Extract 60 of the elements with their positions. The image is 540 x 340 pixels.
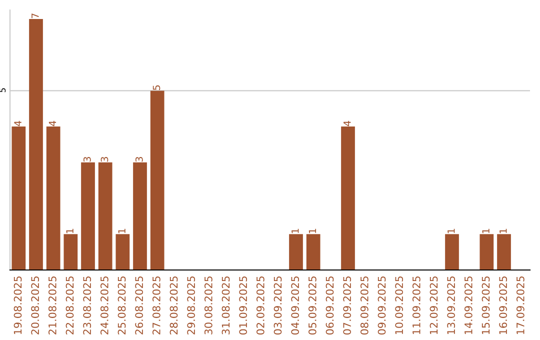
data-label: 4 — [344, 120, 351, 126]
data-label: 3 — [83, 157, 91, 162]
data-label: 1 — [292, 228, 299, 234]
x-tick-label: 12.09.2025 — [430, 276, 438, 334]
x-tick-label: 23.08.2025 — [83, 276, 92, 334]
x-tick-label: 30.08.2025 — [204, 276, 212, 334]
x-tick-label: 01.09.2025 — [239, 276, 248, 335]
data-label: 1 — [118, 228, 126, 234]
x-tick-label: 21.08.2025 — [48, 276, 56, 334]
x-tick-label: 28.08.2025 — [170, 276, 178, 334]
bar — [29, 18, 43, 270]
bar — [341, 126, 355, 270]
x-tick-label: 20.08.2025 — [31, 276, 40, 334]
x-tick-label: 08.09.2025 — [360, 276, 368, 335]
bar — [497, 234, 511, 270]
bar — [150, 90, 164, 270]
data-label: 1 — [482, 228, 490, 234]
data-label: 5 — [152, 85, 160, 90]
x-tick-label: 14.09.2025 — [464, 276, 472, 334]
bar — [81, 162, 95, 270]
x-tick-label: 17.09.2025 — [516, 276, 524, 334]
bar — [64, 234, 78, 270]
x-tick-label: 06.09.2025 — [326, 276, 334, 335]
x-tick-label: 26.08.2025 — [135, 276, 144, 334]
x-tick-label: 31.08.2025 — [222, 276, 230, 334]
x-tick-label: 16.09.2025 — [499, 276, 508, 334]
x-tick-label: 02.09.2025 — [256, 276, 264, 335]
data-label: 1 — [500, 228, 507, 234]
bar — [98, 162, 112, 270]
x-tick-label: 11.09.2025 — [412, 276, 420, 334]
x-tick-label: 24.08.2025 — [100, 276, 108, 334]
bar — [289, 234, 303, 270]
x-tick-label: 22.08.2025 — [66, 276, 74, 334]
bar — [46, 126, 60, 270]
x-tick-label: 19.08.2025 — [14, 276, 22, 334]
bar — [116, 234, 130, 270]
data-label: 4 — [14, 120, 22, 126]
x-tick-label: 27.08.2025 — [152, 276, 160, 334]
x-tick-label: 09.09.2025 — [378, 276, 386, 335]
x-tick-label: 03.09.2025 — [274, 276, 282, 335]
x-tick-label: 25.08.2025 — [118, 276, 126, 334]
data-label: 4 — [48, 120, 56, 126]
data-label: 3 — [135, 157, 143, 162]
data-label: 7 — [32, 14, 39, 18]
x-tick-label: 10.09.2025 — [395, 276, 404, 334]
bar — [480, 234, 494, 270]
x-tick-label: 05.09.2025 — [308, 276, 316, 335]
x-tick-label: 04.09.2025 — [291, 276, 300, 335]
x-tick-label: 15.09.2025 — [482, 276, 490, 334]
data-label: 1 — [448, 228, 455, 234]
x-tick-label: 07.09.2025 — [343, 276, 352, 335]
bar — [12, 126, 26, 270]
x-tick-label: 13.09.2025 — [447, 276, 456, 334]
data-label: 3 — [100, 157, 108, 162]
x-tick-label: 29.08.2025 — [187, 276, 196, 334]
data-label: 1 — [66, 228, 74, 234]
bar — [133, 162, 147, 270]
bar — [306, 234, 320, 270]
data-label: 1 — [308, 228, 316, 234]
bar — [445, 234, 459, 270]
